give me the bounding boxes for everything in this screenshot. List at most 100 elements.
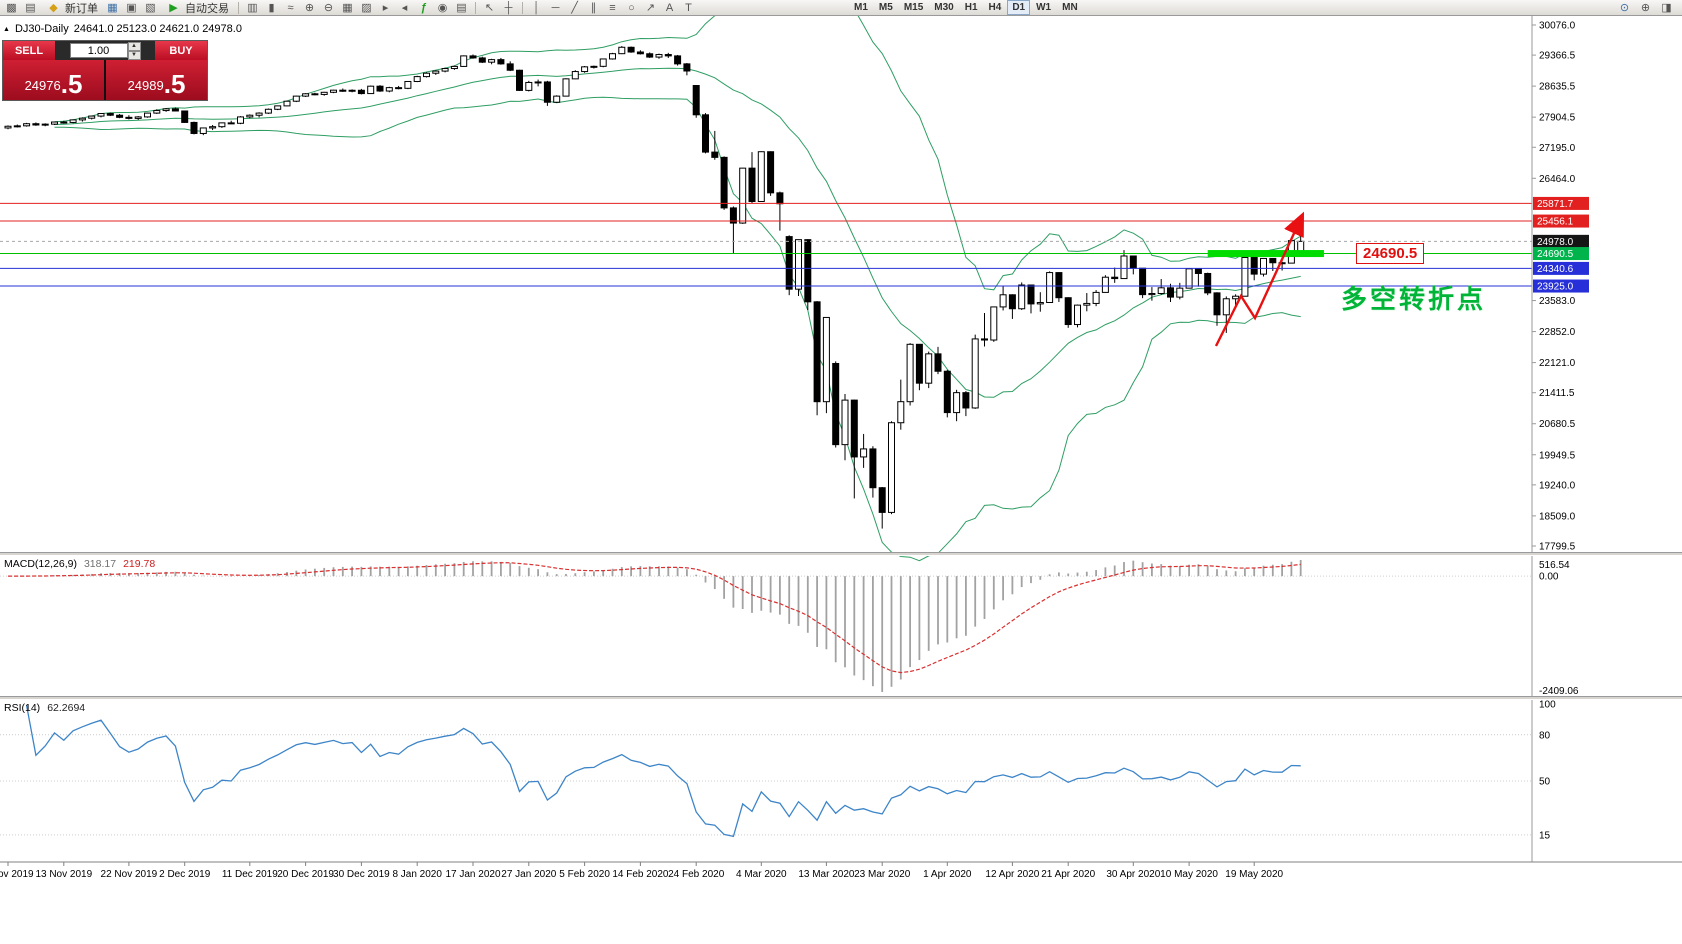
time-axis-label: 11 Dec 2019 (222, 869, 278, 880)
volume-input[interactable] (69, 43, 128, 58)
fibonacci-icon[interactable]: ≡ (609, 1, 616, 14)
one-click-collapse-icon[interactable]: ▲ (3, 25, 10, 33)
timeframe-mn[interactable]: MN (1062, 2, 1078, 13)
chart-canvas[interactable]: 30076.0 29366.5 28635.5 27904.5 27195.0 26464… (0, 16, 1682, 944)
bull-bear-turning-point-note[interactable]: 多空转折点 (1341, 284, 1487, 314)
candles (4, 46, 1305, 529)
timeframe-m1[interactable]: M1 (854, 2, 868, 13)
shapes-icon[interactable]: ○ (628, 1, 635, 14)
price-tick-label: 28635.5 (1539, 82, 1576, 93)
text-label-icon[interactable]: T (685, 1, 692, 14)
timeframe-w1[interactable]: W1 (1036, 2, 1052, 13)
price-tick-label: 26464.0 (1539, 174, 1576, 185)
macd-signal-line (8, 562, 1301, 674)
symbol-period-label: DJ30-Daily (14, 23, 69, 35)
zoom-out-icon[interactable]: ⊖ (323, 1, 334, 14)
indicators-icon[interactable]: ƒ (420, 1, 427, 14)
navigator-icon[interactable]: ▧ (145, 1, 156, 14)
auto-scroll-icon[interactable]: ▸ (382, 1, 389, 14)
rsi-scale-label: 15 (1539, 830, 1551, 841)
time-axis-label: 10 May 2020 (1160, 869, 1218, 880)
pane-separator[interactable] (0, 552, 1682, 556)
timeframe-m30[interactable]: M30 (934, 2, 954, 13)
sell-button[interactable]: SELL (3, 41, 55, 60)
time-axis-label: 5 Feb 2020 (559, 869, 610, 880)
zoom-in-icon[interactable]: ⊕ (304, 1, 315, 14)
macd-histogram (16, 560, 1302, 692)
timeframe-m5[interactable]: M5 (878, 2, 893, 13)
profiles-icon[interactable]: ▤ (25, 1, 36, 14)
price-level-badge: 25871.7 (1533, 196, 1589, 210)
horizontal-line-icon[interactable]: ─ (551, 1, 560, 14)
vertical-line-icon[interactable]: │ (533, 1, 540, 14)
buy-price-main: 24989 (127, 78, 164, 93)
magnifier-icon[interactable]: ⊕ (1640, 1, 1651, 14)
crosshair-icon[interactable]: ┼ (504, 1, 513, 14)
volume-up-icon[interactable]: ▲ (127, 41, 141, 51)
sell-price[interactable]: 24976 .5 (3, 60, 104, 100)
buy-price[interactable]: 24989 .5 (104, 60, 207, 100)
arrows-tool-icon[interactable]: ↗ (645, 1, 656, 14)
periods-icon[interactable]: ◉ (437, 1, 448, 14)
price-tick-label: 19949.5 (1539, 450, 1576, 461)
time-axis-label: 20 Dec 2019 (277, 869, 334, 880)
window-icon[interactable]: ◨ (1661, 1, 1672, 14)
timeframe-m15[interactable]: M15 (903, 2, 924, 13)
trend-arrow[interactable] (1214, 211, 1305, 347)
time-axis-label: 23 Mar 2020 (854, 869, 911, 880)
time-axis-label: 17 Jan 2020 (445, 869, 500, 880)
chart-shift-icon[interactable]: ◂ (401, 1, 408, 14)
tile-windows-icon[interactable]: ▦ (342, 1, 353, 14)
price-tick-label: 27195.0 (1539, 143, 1576, 154)
cursor-icon[interactable]: ↖ (484, 1, 495, 14)
price-tick-label: 20680.5 (1539, 419, 1576, 430)
templates-icon[interactable]: ▤ (456, 1, 467, 14)
time-axis-label: 13 Mar 2020 (798, 869, 855, 880)
macd-indicator-label: MACD(12,26,9) 318.17 219.78 (4, 558, 155, 570)
cascade-windows-icon[interactable]: ▨ (361, 1, 372, 14)
ohlc-values: 24641.0 25123.0 24621.0 24978.0 (73, 23, 242, 35)
price-callout[interactable]: 24690.5 (1356, 243, 1425, 264)
rsi-scale-label: 50 (1539, 777, 1551, 788)
sell-price-main: 24976 (24, 78, 61, 93)
buy-button[interactable]: BUY (155, 41, 207, 60)
volume-spinner: ▲ ▼ (127, 41, 141, 60)
timeframe-h4[interactable]: H4 (988, 2, 1002, 13)
time-axis-label: 30 Apr 2020 (1106, 869, 1160, 880)
data-window-icon[interactable]: ▣ (126, 1, 137, 14)
macd-name: MACD(12,26,9) (4, 558, 77, 570)
chart-header: ▲ DJ30-Daily 24641.0 25123.0 24621.0 249… (3, 23, 242, 35)
macd-scale-label: -2409.06 (1539, 686, 1579, 697)
time-axis-label: 14 Feb 2020 (612, 869, 669, 880)
text-tool-icon[interactable]: A (665, 1, 674, 14)
timeframe-d1[interactable]: D1 (1007, 0, 1031, 15)
time-axis-label: 2 Dec 2019 (159, 869, 211, 880)
search-icon[interactable]: ⊙ (1619, 1, 1630, 14)
new-order-button[interactable]: ◆ 新订单 (41, 0, 102, 16)
candlestick-chart-icon[interactable]: ▮ (268, 1, 275, 14)
toolbar-right-icons: ⊙ ⊕ ◨ (1616, 1, 1679, 15)
volume-control: ▲ ▼ (55, 41, 155, 60)
trendline-icon[interactable]: ╱ (571, 1, 578, 14)
line-chart-icon[interactable]: ≈ (287, 1, 294, 14)
price-tick-label: 27904.5 (1539, 113, 1576, 124)
timeframe-h1[interactable]: H1 (964, 2, 978, 13)
price-scale[interactable]: 30076.0 29366.5 28635.5 27904.5 27195.0 26464… (1531, 16, 1576, 862)
bar-chart-icon[interactable]: ▥ (247, 1, 258, 14)
volume-down-icon[interactable]: ▼ (127, 50, 141, 60)
channel-icon[interactable]: ∥ (590, 1, 597, 14)
price-tick-label: 18509.0 (1539, 511, 1576, 522)
svg-text:24978.0: 24978.0 (1537, 237, 1574, 248)
svg-text:24340.6: 24340.6 (1537, 264, 1574, 275)
auto-trading-button[interactable]: ▶ 自动交易 (161, 0, 233, 16)
pane-separator[interactable] (0, 696, 1682, 700)
toolbar-separator (522, 1, 523, 14)
new-chart-icon[interactable]: ▩ (6, 1, 17, 14)
macd-main-value: 318.17 (83, 558, 117, 570)
market-watch-icon[interactable]: ▦ (107, 1, 118, 14)
price-level-badge: 24340.6 (1533, 261, 1589, 275)
support-zone[interactable] (1207, 250, 1324, 258)
time-axis-label: 24 Feb 2020 (668, 869, 725, 880)
